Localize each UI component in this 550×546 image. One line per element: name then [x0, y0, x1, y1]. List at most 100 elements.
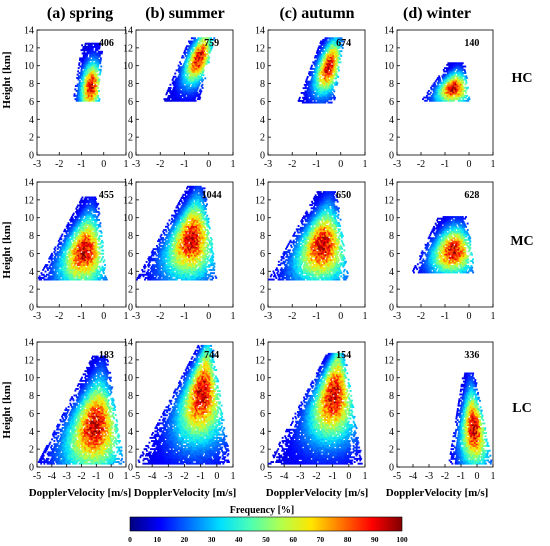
x-tick-label: -3: [264, 311, 272, 322]
x-tick-label: -1: [457, 471, 465, 482]
y-tick-label: 4: [29, 267, 34, 278]
y-tick-label: 0: [260, 463, 265, 474]
y-tick-label: 10: [123, 213, 133, 224]
season-title: (a) spring: [47, 5, 113, 22]
x-tick-label: -1: [196, 471, 204, 482]
x-tick-label: -1: [312, 311, 320, 322]
y-tick-label: 10: [123, 61, 133, 72]
y-tick-label: 0: [389, 463, 394, 474]
x-tick-label: -4: [48, 471, 56, 482]
x-tick-label: -1: [328, 471, 336, 482]
y-tick-label: 2: [29, 133, 34, 144]
sample-count-label: 628: [464, 190, 479, 201]
x-tick-label: -3: [33, 311, 41, 322]
y-tick-label: 2: [128, 285, 133, 296]
y-tick-label: 8: [389, 231, 394, 242]
y-tick-label: 14: [24, 26, 34, 37]
y-tick-label: 6: [29, 249, 34, 260]
y-axis-label: Height [km]: [1, 51, 13, 108]
sample-count-label: 759: [204, 38, 219, 49]
y-tick-label: 6: [260, 409, 265, 420]
y-tick-label: 6: [389, 409, 394, 420]
x-tick-label: -1: [92, 471, 100, 482]
heatmap-cells: [37, 355, 125, 465]
x-tick-label: -2: [441, 471, 449, 482]
x-axis-label: DopplerVelocity [m/s]: [134, 487, 237, 499]
y-tick-label: 10: [24, 213, 34, 224]
y-tick-label: 4: [260, 115, 265, 126]
x-tick-label: -3: [62, 471, 70, 482]
y-tick-label: 2: [389, 445, 394, 456]
x-tick-label: 1: [231, 311, 236, 322]
colorbar-tick-label: 0: [128, 535, 132, 544]
colorbar-tick-label: 50: [262, 535, 270, 544]
y-tick-label: 10: [255, 213, 265, 224]
x-tick-label: 1: [363, 311, 368, 322]
x-tick-label: -2: [417, 159, 425, 170]
colorbar-label: Frequency [%]: [230, 505, 295, 516]
y-tick-label: 10: [255, 61, 265, 72]
x-tick-label: -3: [33, 159, 41, 170]
x-tick-label: 1: [231, 471, 236, 482]
y-tick-label: 2: [260, 133, 265, 144]
sample-count-label: 455: [99, 190, 114, 201]
y-axis-label: Height [km]: [1, 221, 13, 278]
x-tick-label: -1: [441, 311, 449, 322]
x-tick-label: -2: [156, 159, 164, 170]
x-tick-label: -4: [148, 471, 156, 482]
x-tick-label: -2: [288, 159, 296, 170]
y-tick-label: 6: [128, 97, 133, 108]
y-tick-label: 0: [128, 151, 133, 162]
y-tick-label: 14: [384, 338, 394, 349]
x-tick-label: -2: [417, 311, 425, 322]
x-tick-label: -2: [77, 471, 85, 482]
y-tick-label: 2: [260, 285, 265, 296]
x-axis-label: DopplerVelocity [m/s]: [266, 487, 369, 499]
y-tick-label: 10: [384, 61, 394, 72]
x-tick-label: -3: [132, 159, 140, 170]
heatmap-cells: [136, 185, 218, 281]
x-tick-label: 1: [124, 471, 129, 482]
x-tick-label: 1: [491, 471, 496, 482]
heatmap-cells: [37, 196, 108, 281]
y-tick-label: 14: [255, 338, 265, 349]
colorbar-tick-label: 60: [289, 535, 297, 544]
y-tick-label: 0: [260, 303, 265, 314]
y-tick-label: 2: [389, 285, 394, 296]
x-tick-label: -4: [409, 471, 417, 482]
row-label: MC: [510, 234, 533, 249]
heatmap-cells: [163, 37, 216, 102]
x-tick-label: 0: [346, 471, 351, 482]
y-tick-label: 12: [24, 195, 34, 206]
y-tick-label: 10: [24, 61, 34, 72]
y-tick-label: 10: [384, 213, 394, 224]
y-tick-label: 8: [29, 231, 34, 242]
y-tick-label: 14: [24, 178, 34, 189]
x-tick-label: 0: [475, 471, 480, 482]
y-tick-label: 10: [123, 373, 133, 384]
y-tick-label: 14: [384, 26, 394, 37]
x-tick-label: -3: [393, 311, 401, 322]
season-title: (b) summer: [145, 5, 225, 22]
y-tick-label: 6: [29, 409, 34, 420]
y-tick-label: 8: [389, 79, 394, 90]
y-tick-label: 10: [255, 373, 265, 384]
y-tick-label: 8: [260, 391, 265, 402]
x-tick-label: -2: [55, 159, 63, 170]
colorbar-tick-label: 20: [181, 535, 189, 544]
x-tick-label: 1: [363, 159, 368, 170]
x-tick-label: 0: [467, 159, 472, 170]
y-tick-label: 14: [24, 338, 34, 349]
x-tick-label: 0: [206, 311, 211, 322]
x-tick-label: -1: [180, 311, 188, 322]
y-tick-label: 14: [123, 26, 133, 37]
heatmap-cells: [268, 352, 363, 465]
y-tick-label: 0: [260, 151, 265, 162]
sample-count-label: 650: [336, 190, 351, 201]
y-tick-label: 2: [389, 133, 394, 144]
y-axis-label: Height [km]: [1, 381, 13, 438]
heatmap-cells: [268, 191, 349, 281]
x-tick-label: 1: [124, 159, 129, 170]
y-tick-label: 0: [29, 151, 34, 162]
